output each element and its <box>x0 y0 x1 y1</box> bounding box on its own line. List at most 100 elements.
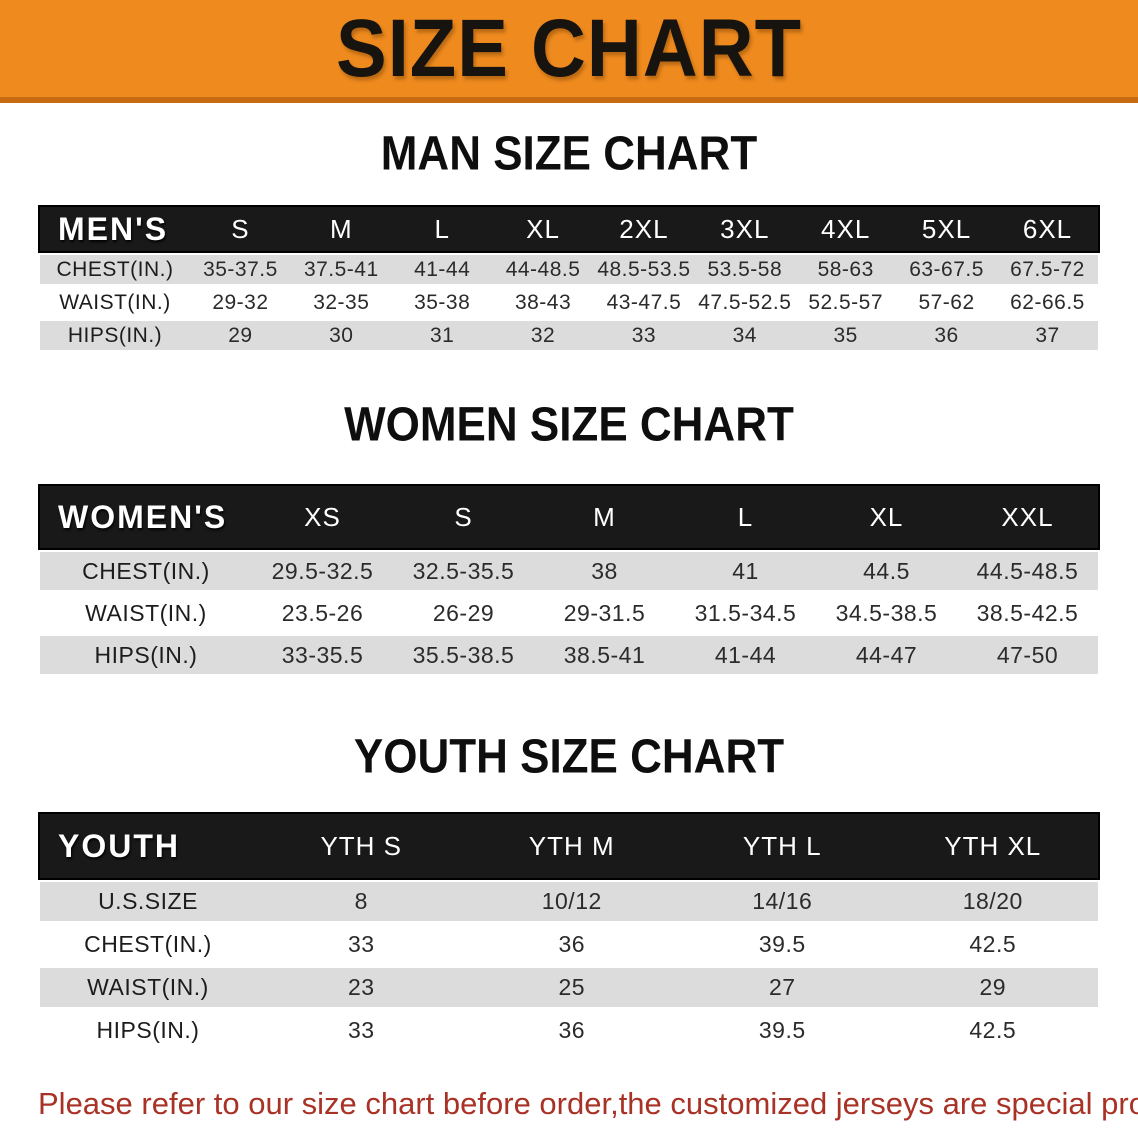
size-value: 58-63 <box>817 257 874 281</box>
size-column-header: S <box>190 207 291 251</box>
size-value: 33 <box>347 1017 375 1043</box>
size-value: 57-62 <box>918 290 975 314</box>
size-value: 38 <box>591 557 618 584</box>
measurement-label: CHEST(IN.) <box>84 931 212 957</box>
size-value: 18/20 <box>962 888 1023 914</box>
size-column-header: YTH M <box>466 814 677 878</box>
size-value: 38.5-41 <box>563 641 646 668</box>
women-size-table: WOMEN'S XS S M L XL XXL CHEST(IN.) 29.5-32.5 32.5… <box>40 482 1098 678</box>
banner-title: SIZE CHART <box>336 2 802 95</box>
size-value: 31.5-34.5 <box>694 599 797 626</box>
size-value: 41-44 <box>414 257 471 281</box>
measurement-label: CHEST(IN.) <box>56 257 174 281</box>
size-value: 63-67.5 <box>909 257 984 281</box>
disclaimer: Please refer to our size chart before or… <box>38 1086 1138 1132</box>
size-value: 10/12 <box>541 888 602 914</box>
size-value: 44.5 <box>863 557 910 584</box>
size-value: 36 <box>558 931 586 957</box>
measurement-label: WAIST(IN.) <box>59 290 171 314</box>
size-value: 47-50 <box>996 641 1059 668</box>
table-row: CHEST(IN.) 29.5-32.5 32.5-35.5 38 41 44.5 44.5… <box>40 552 1098 590</box>
size-column-header: XS <box>252 486 393 548</box>
size-value: 29-32 <box>212 290 269 314</box>
size-value: 39.5 <box>758 931 806 957</box>
size-column-header: 5XL <box>896 207 997 251</box>
size-column-header: 6XL <box>997 207 1098 251</box>
measurement-label: CHEST(IN.) <box>82 557 210 584</box>
table-row: WAIST(IN.) 23.5-26 26-29 29-31.5 31.5-34.5 34… <box>40 594 1098 632</box>
size-value: 23 <box>347 974 375 1000</box>
size-value: 23.5-26 <box>281 599 364 626</box>
size-value: 29 <box>228 323 253 347</box>
table-row: HIPS(IN.) 29 30 31 32 33 34 35 36 37 <box>40 321 1098 350</box>
size-value: 42.5 <box>969 931 1017 957</box>
size-column-header: S <box>393 486 534 548</box>
table-header-label: MEN'S <box>40 207 190 251</box>
size-value: 27 <box>768 974 796 1000</box>
youth-size-table: YOUTH YTH S YTH M YTH L YTH XL U.S.SIZE 8 10/12… <box>40 810 1098 1054</box>
section-men: MAN SIZE CHART MEN'S S M L XL 2XL 3XL 4XL 5XL 6XL… <box>0 126 1138 354</box>
size-column-header: 4XL <box>795 207 897 251</box>
measurement-label: HIPS(IN.) <box>67 323 163 347</box>
size-value: 29-31.5 <box>563 599 646 626</box>
size-value: 33-35.5 <box>281 641 364 668</box>
section-women: WOMEN SIZE CHART WOMEN'S XS S M L XL XXL CHEST(… <box>0 397 1138 678</box>
size-column-header: M <box>290 207 392 251</box>
table-row: WAIST(IN.) 23 25 27 29 <box>40 968 1098 1007</box>
size-value: 31 <box>430 323 455 347</box>
size-column-header: YTH S <box>256 814 467 878</box>
size-value: 29 <box>979 974 1007 1000</box>
size-column-header: 3XL <box>694 207 796 251</box>
size-value: 67.5-72 <box>1010 257 1085 281</box>
size-value: 41 <box>732 557 759 584</box>
size-column-header: XL <box>816 486 957 548</box>
measurement-label: HIPS(IN.) <box>94 641 198 668</box>
size-value: 43-47.5 <box>606 290 682 314</box>
size-column-header: XL <box>492 207 594 251</box>
size-value: 53.5-58 <box>707 257 783 281</box>
men-section-heading: MAN SIZE CHART <box>380 126 758 181</box>
table-header-label: WOMEN'S <box>40 486 252 548</box>
size-column-header: YTH XL <box>887 814 1098 878</box>
size-value: 48.5-53.5 <box>597 257 691 281</box>
table-header-label: YOUTH <box>40 814 256 878</box>
table-row: U.S.SIZE 8 10/12 14/16 18/20 <box>40 882 1098 921</box>
table-row: CHEST(IN.) 35-37.5 37.5-41 41-44 44-48.5 48.5… <box>40 255 1098 284</box>
charts-area: MAN SIZE CHART MEN'S S M L XL 2XL 3XL 4XL 5XL 6XL… <box>0 126 1138 1054</box>
table-row: CHEST(IN.) 33 36 39.5 42.5 <box>40 925 1098 964</box>
size-value: 32 <box>530 323 556 347</box>
size-value: 34 <box>732 323 757 347</box>
size-value: 47.5-52.5 <box>698 290 792 314</box>
size-value: 52.5-57 <box>808 290 884 314</box>
size-value: 44.5-48.5 <box>976 557 1079 584</box>
size-value: 36 <box>558 1017 586 1043</box>
size-value: 26-29 <box>432 599 495 626</box>
disclaimer-line-1: Please refer to our size chart before or… <box>38 1086 1138 1121</box>
measurement-label: WAIST(IN.) <box>87 974 209 1000</box>
women-section-heading: WOMEN SIZE CHART <box>344 397 794 452</box>
size-value: 38-43 <box>514 290 572 314</box>
youth-section-heading: YOUTH SIZE CHART <box>353 729 785 784</box>
table-row: HIPS(IN.) 33 36 39.5 42.5 <box>40 1011 1098 1050</box>
table-row: WAIST(IN.) 29-32 32-35 35-38 38-43 43-47.5 47.… <box>40 288 1098 317</box>
size-value: 41-44 <box>714 641 777 668</box>
size-value: 25 <box>558 974 586 1000</box>
size-value: 35-38 <box>414 290 471 314</box>
size-value: 37.5-41 <box>303 257 379 281</box>
size-value: 62-66.5 <box>1010 290 1085 314</box>
size-value: 44-48.5 <box>505 257 581 281</box>
table-header-row: MEN'S S M L XL 2XL 3XL 4XL 5XL 6XL <box>40 207 1098 251</box>
size-value: 35.5-38.5 <box>412 641 515 668</box>
measurement-label: WAIST(IN.) <box>85 599 207 626</box>
size-value: 32.5-35.5 <box>412 557 515 584</box>
table-header-row: WOMEN'S XS S M L XL XXL <box>40 486 1098 548</box>
size-value: 34.5-38.5 <box>835 599 938 626</box>
size-value: 8 <box>354 888 368 914</box>
size-value: 35-37.5 <box>203 257 278 281</box>
size-column-header: XXL <box>957 486 1098 548</box>
measurement-label: U.S.SIZE <box>98 888 198 914</box>
table-row: HIPS(IN.) 33-35.5 35.5-38.5 38.5-41 41-44 44-… <box>40 636 1098 674</box>
size-value: 33 <box>631 323 657 347</box>
size-value: 35 <box>833 323 858 347</box>
